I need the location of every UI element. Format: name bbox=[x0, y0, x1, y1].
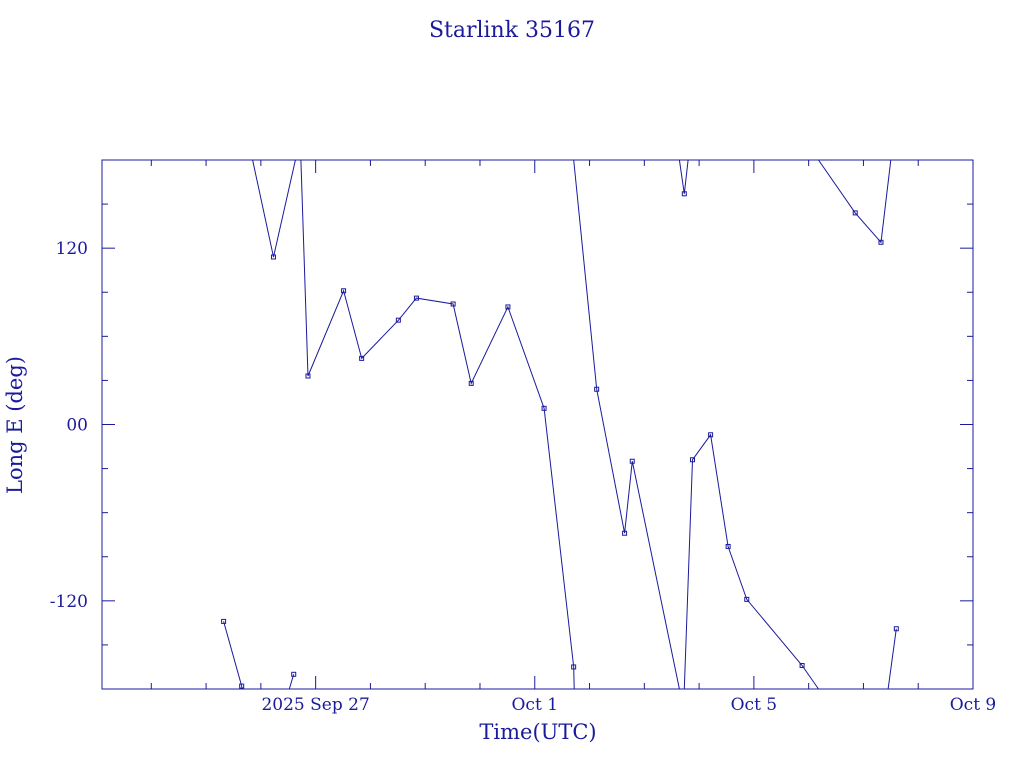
data-point bbox=[629, 458, 635, 464]
x-tick-label: Oct 9 bbox=[950, 695, 997, 715]
series-line-0 bbox=[252, 159, 575, 690]
tick-labels: 2025 Sep 27 Oct 1 Oct 5 Oct 9 120 00 -120 bbox=[50, 239, 996, 715]
y-tick-label: 00 bbox=[66, 416, 88, 436]
data-point bbox=[468, 380, 474, 386]
data-point bbox=[221, 618, 227, 624]
data-point bbox=[239, 683, 245, 689]
data-point bbox=[799, 662, 805, 668]
data-point bbox=[450, 301, 456, 307]
data-point bbox=[341, 288, 347, 294]
data-series bbox=[221, 159, 899, 690]
data-point bbox=[681, 191, 687, 197]
data-point bbox=[744, 596, 750, 602]
x-axis-label: Time(UTC) bbox=[479, 720, 596, 744]
series-line-3 bbox=[683, 433, 819, 690]
x-tick-label: Oct 1 bbox=[512, 695, 559, 715]
series-line-7 bbox=[887, 628, 897, 690]
data-point bbox=[395, 317, 401, 323]
series-line-4 bbox=[818, 159, 892, 244]
series-line-5 bbox=[223, 621, 243, 690]
plot-frame bbox=[101, 159, 974, 690]
data-point bbox=[413, 295, 419, 301]
x-tick-label: Oct 5 bbox=[731, 695, 778, 715]
data-point bbox=[690, 457, 696, 463]
y-tick-label: 120 bbox=[56, 239, 88, 259]
chart-title: Starlink 35167 bbox=[429, 18, 595, 43]
data-point bbox=[291, 671, 297, 677]
data-point bbox=[852, 210, 858, 216]
data-point bbox=[594, 386, 600, 392]
data-point bbox=[270, 254, 276, 260]
data-point bbox=[708, 432, 714, 438]
data-point bbox=[893, 626, 899, 632]
data-point bbox=[505, 304, 511, 310]
data-point bbox=[359, 355, 365, 361]
data-point bbox=[725, 543, 731, 549]
tick-marks bbox=[102, 160, 974, 689]
data-point bbox=[305, 373, 311, 379]
x-tick-label: 2025 Sep 27 bbox=[261, 695, 369, 715]
series-line-1 bbox=[573, 159, 680, 690]
data-point bbox=[571, 664, 577, 670]
data-point bbox=[541, 405, 547, 411]
data-point bbox=[622, 530, 628, 536]
y-axis-label: Long E (deg) bbox=[3, 356, 27, 494]
series-line-2 bbox=[678, 159, 689, 194]
y-tick-label: -120 bbox=[50, 592, 88, 612]
data-point bbox=[878, 239, 884, 245]
